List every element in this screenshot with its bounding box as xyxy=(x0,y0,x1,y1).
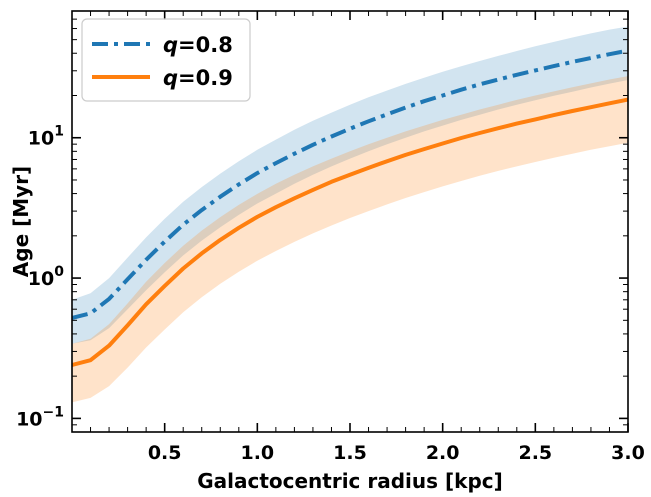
legend-label-2: q=0.9 xyxy=(163,66,233,90)
x-tick-label: 0.5 xyxy=(148,442,182,464)
y-tick-label: 100 xyxy=(28,264,64,290)
y-axis-label: Age [Myr] xyxy=(9,166,33,277)
x-tick-label: 2.0 xyxy=(426,442,460,464)
x-tick-label: 1.0 xyxy=(240,442,274,464)
legend-box xyxy=(81,18,251,102)
plot-frame xyxy=(71,10,629,433)
x-tick-label: 1.5 xyxy=(333,442,367,464)
legend: q=0.8 q=0.9 xyxy=(81,18,251,102)
series-line-1 xyxy=(71,48,629,320)
x-axis-label: Galactocentric radius [kpc] xyxy=(197,469,503,493)
y-tick-label: 10−1 xyxy=(16,404,64,430)
x-tick-label: 2.5 xyxy=(518,442,552,464)
y-tick-label: 101 xyxy=(28,124,64,150)
uncertainty-band-2 xyxy=(72,76,628,403)
x-tick-label: 3.0 xyxy=(611,442,645,464)
uncertainty-band-1 xyxy=(72,26,628,344)
legend-label-1: q=0.8 xyxy=(163,33,233,57)
series-line-2 xyxy=(71,97,629,367)
tick-labels: 0.5 1.0 1.5 2.0 2.5 3.0 10−1 100 101 xyxy=(16,124,645,464)
series-lines xyxy=(71,48,629,367)
uncertainty-bands xyxy=(72,26,628,403)
